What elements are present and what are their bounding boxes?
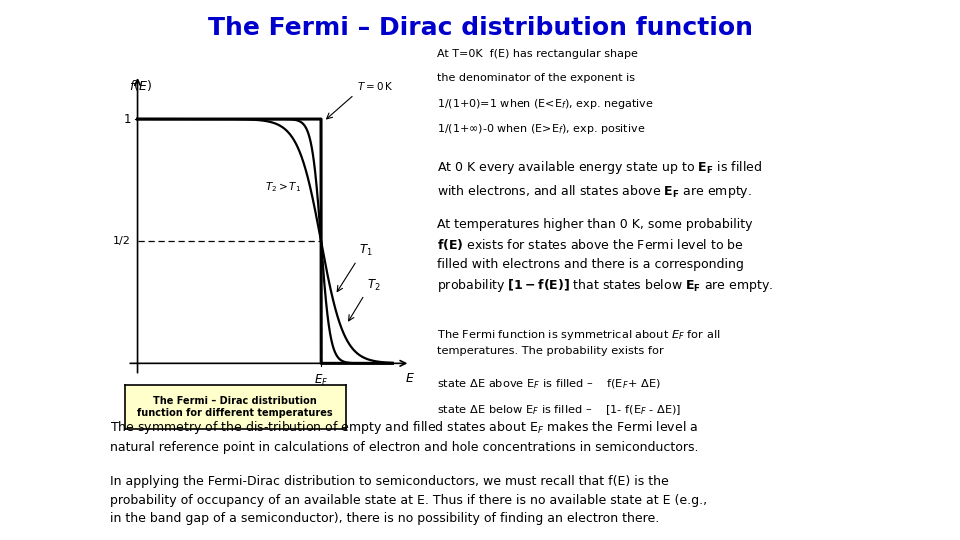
Text: The Fermi function is symmetrical about $E_F$ for all
temperatures. The probabil: The Fermi function is symmetrical about …: [437, 328, 720, 356]
Text: The symmetry of the dis-tribution of empty and filled states about E$_F$ makes t: The symmetry of the dis-tribution of emp…: [110, 418, 699, 454]
Text: $E$: $E$: [405, 372, 415, 385]
Text: $T_1$: $T_1$: [359, 243, 372, 258]
Text: The Fermi – Dirac distribution
function for different temperatures: The Fermi – Dirac distribution function …: [137, 396, 333, 418]
Text: In applying the Fermi-Dirac distribution to semiconductors, we must recall that : In applying the Fermi-Dirac distribution…: [110, 475, 708, 525]
Text: $T_2 > T_1$: $T_2 > T_1$: [265, 180, 301, 194]
Text: $T_2$: $T_2$: [367, 278, 380, 293]
Text: $E_F$: $E_F$: [314, 373, 328, 388]
Text: 1: 1: [124, 112, 132, 126]
Text: state ΔE below E$_F$ is filled –    [1- f(E$_F$ - ΔE)]: state ΔE below E$_F$ is filled – [1- f(E…: [437, 403, 682, 417]
Text: 1/(1+∞)-0 when (E>E$_f$), exp. positive: 1/(1+∞)-0 when (E>E$_f$), exp. positive: [437, 122, 645, 136]
Text: The Fermi – Dirac distribution function: The Fermi – Dirac distribution function: [207, 16, 753, 40]
Text: 1/(1+0)=1 when (E<E$_f$), exp. negative: 1/(1+0)=1 when (E<E$_f$), exp. negative: [437, 97, 653, 111]
Text: $f(E)$: $f(E)$: [129, 78, 152, 92]
Text: state ΔE above E$_F$ is filled –    f(E$_F$+ ΔE): state ΔE above E$_F$ is filled – f(E$_F$…: [437, 377, 660, 390]
Text: At temperatures higher than 0 K, some probability
$\mathbf{f(E)}$ exists for sta: At temperatures higher than 0 K, some pr…: [437, 218, 773, 294]
Text: the denominator of the exponent is: the denominator of the exponent is: [437, 73, 635, 83]
Text: At T=0K  f(E) has rectangular shape: At T=0K f(E) has rectangular shape: [437, 49, 637, 59]
Text: At 0 K every available energy state up to $\mathbf{E_F}$ is filled
with electron: At 0 K every available energy state up t…: [437, 159, 762, 200]
Text: 1/2: 1/2: [113, 236, 132, 246]
Text: $T = 0\,\mathrm{K}$: $T = 0\,\mathrm{K}$: [357, 80, 393, 92]
